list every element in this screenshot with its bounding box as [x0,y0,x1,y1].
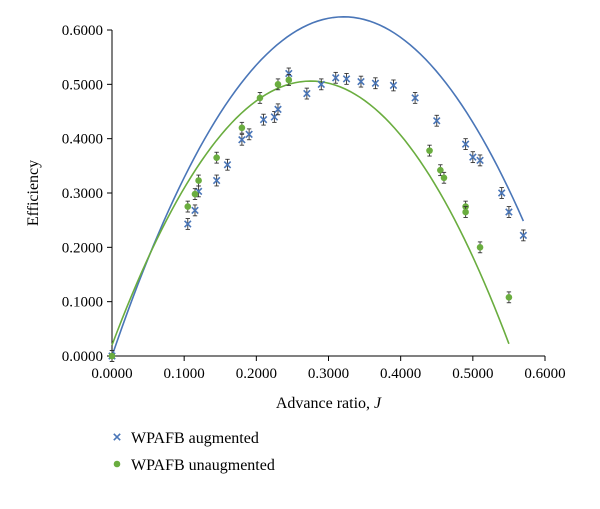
y-tick-label: 0.1000 [62,295,103,311]
x-tick-label: 0.6000 [524,366,565,382]
x-tick-label: 0.1000 [164,366,205,382]
data-point-augmented [497,189,506,197]
y-tick-label: 0.5000 [62,77,103,93]
legend-dot-marker [113,460,121,468]
data-point-augmented [371,79,380,88]
y-tick-label: 0.3000 [62,186,103,202]
y-tick-label: 0.4000 [62,132,103,148]
data-points [108,67,528,362]
legend-x-marker [113,433,121,441]
x-tick-label: 0.0000 [91,366,132,382]
data-point-augmented [317,80,326,89]
data-point-augmented [259,115,268,124]
data-point-augmented [184,220,192,228]
data-point-unaugmented [285,76,293,84]
ticks: 0.0000 0.1000 0.2000 0.3000 0.4000 0.5000 0.60… [62,23,566,382]
x-tick-label: 0.2000 [236,366,277,382]
data-point-augmented [432,116,441,125]
data-point-augmented [342,75,351,83]
data-point-augmented [245,130,253,139]
legend-label-augmented: WPAFB augmented [131,430,259,447]
data-point-unaugmented [505,294,513,301]
x-tick-label: 0.3000 [308,366,349,382]
data-point-augmented [476,156,484,165]
data-point-augmented [191,206,199,215]
fit-curve-unaugmented [111,80,510,346]
data-point-unaugmented [440,174,448,182]
y-tick-label: 0.0000 [62,349,103,365]
data-point-augmented [303,89,311,98]
data-point-augmented [461,140,470,148]
data-point-unaugmented [274,81,282,88]
x-tick-label: 0.5000 [452,366,493,382]
data-point-unaugmented [195,177,202,184]
data-point-unaugmented [184,203,192,210]
legend-marker-unaugmented [113,460,121,468]
data-point-unaugmented [256,94,264,102]
data-point-augmented [331,74,340,82]
x-axis-title: Advance ratio, J [276,395,382,412]
data-point-augmented [519,231,528,240]
fit-curves [111,16,525,357]
legend-marker-augmented [113,433,121,441]
data-point-unaugmented [108,352,116,360]
data-point-unaugmented [462,208,469,216]
data-point-augmented [469,153,477,161]
y-tick-label: 0.2000 [62,240,103,256]
data-point-augmented [212,176,221,185]
data-point-augmented [285,69,293,78]
legend-item-unaugmented: WPAFB unaugmented [113,457,275,474]
data-point-unaugmented [437,166,444,174]
data-point-unaugmented [426,147,433,154]
data-point-augmented [238,135,246,144]
fit-curve-augmented [111,16,525,357]
data-point-unaugmented [213,154,220,161]
y-axis-title: Efficiency [25,160,42,226]
x-tick-label: 0.4000 [380,366,421,382]
data-point-augmented [505,208,513,216]
data-point-augmented [357,77,365,86]
data-point-augmented [223,160,232,169]
legend-label-unaugmented: WPAFB unaugmented [131,457,275,474]
data-point-augmented [411,94,419,102]
data-point-augmented [389,81,398,90]
legend-item-augmented: WPAFB augmented [113,430,259,447]
data-point-augmented [274,105,282,114]
y-tick-label: 0.6000 [62,23,103,39]
data-point-unaugmented [238,124,246,132]
data-point-unaugmented [476,244,484,251]
legend: WPAFB augmented WPAFB unaugmented [113,430,275,474]
data-point-unaugmented [191,190,199,198]
